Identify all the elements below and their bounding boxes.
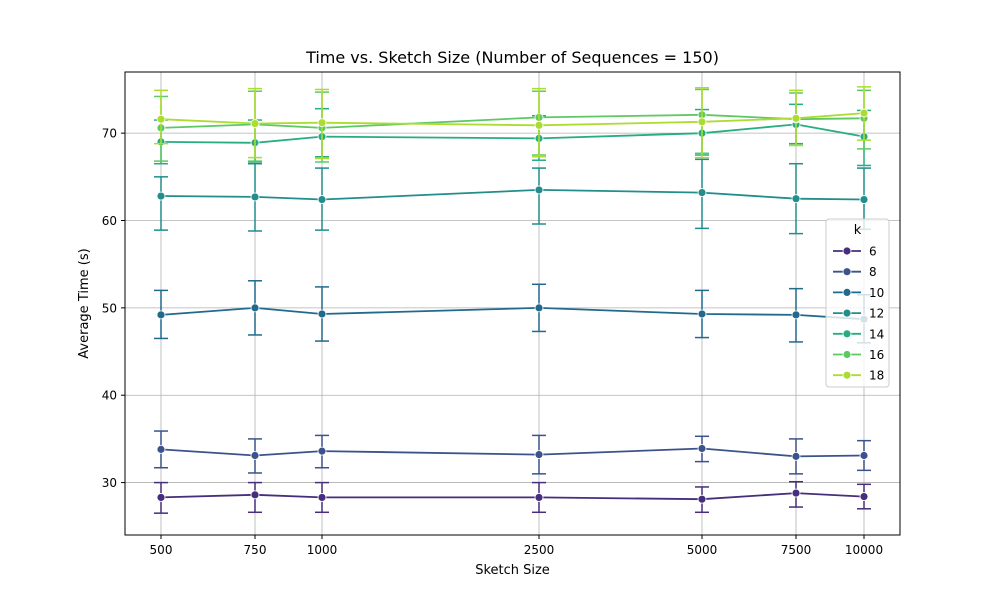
data-point [250,451,260,460]
chart-title: Time vs. Sketch Size (Number of Sequence… [305,48,719,67]
legend-marker [842,370,852,380]
series-12 [154,158,871,235]
x-tick-label: 2500 [524,543,555,557]
x-tick-label: 5000 [687,543,718,557]
data-point [859,108,869,118]
data-point [250,490,260,500]
data-point [317,118,327,128]
x-tick-label: 7500 [781,543,812,557]
data-point [156,114,166,124]
data-point [697,188,707,197]
legend-label: 14 [869,327,884,341]
data-point [697,444,707,453]
y-tick-label: 70 [102,127,117,141]
data-point [156,191,166,201]
data-point [534,185,544,195]
data-point [859,492,869,501]
y-tick-label: 40 [102,389,117,403]
legend-item-6: 6 [833,245,877,259]
legend-marker [842,329,852,339]
legend-item-14: 14 [833,327,884,341]
legend-title: k [854,223,862,238]
data-point [534,493,544,502]
legend-label: 8 [869,265,877,279]
data-point [791,310,801,320]
data-point [791,451,801,461]
y-axis-label: Average Time (s) [77,248,92,358]
series-18 [154,86,871,160]
data-point [534,120,544,130]
legend-items: 6 8 10 12 14 16 18 [833,245,884,383]
y-tick-label: 30 [102,476,117,490]
data-point [859,195,869,204]
data-point [156,493,166,502]
legend-marker [842,308,852,318]
data-point [317,493,327,502]
legend: k 6 8 10 12 14 16 18 [825,218,890,388]
legend-marker [842,350,852,359]
legend-marker [842,267,852,277]
data-point [156,310,166,320]
legend-marker [842,246,852,256]
data-point [697,117,707,127]
plot-frame [124,71,901,536]
legend-label: 18 [869,369,884,383]
data-point [697,309,707,319]
y-tick-label: 50 [102,301,117,315]
data-point [250,303,260,313]
legend-item-10: 10 [833,286,884,300]
series-8 [154,430,871,475]
data-point [250,119,260,128]
legend-item-18: 18 [833,369,884,383]
legend-label: 16 [869,348,884,362]
x-tick-label: 10000 [845,543,883,557]
x-tick-label: 750 [244,543,267,557]
y-tick-label: 60 [102,214,117,228]
data-point [317,446,327,456]
legend-item-12: 12 [833,307,884,321]
data-point [791,488,801,498]
data-point [250,192,260,202]
x-axis-label: Sketch Size [475,563,550,578]
data-point [791,113,801,123]
x-tick-label: 500 [150,543,173,557]
data-point [156,444,166,454]
data-point [317,309,327,319]
legend-label: 10 [869,286,884,300]
data-point [697,494,707,504]
axes: 500 750 1000 2500 5000 7500 10000 30 40 50 60 70 [102,127,883,557]
legend-label: 6 [869,245,877,259]
series-6 [154,480,871,514]
x-tick-label: 1000 [307,543,338,557]
data-point [791,194,801,204]
legend-item-8: 8 [833,265,877,279]
legend-marker [842,287,852,297]
legend-label: 12 [869,307,884,321]
data-point [534,450,544,460]
legend-box [825,218,890,388]
data-point [534,303,544,313]
legend-item-16: 16 [833,348,884,362]
data-point [317,195,327,204]
data-point [859,451,869,460]
